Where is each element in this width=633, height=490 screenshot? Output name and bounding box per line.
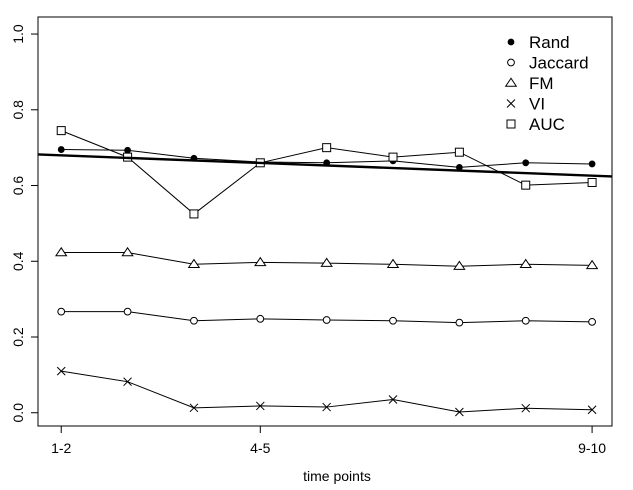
data-point-vi xyxy=(56,366,66,376)
legend-marker-jaccard xyxy=(507,58,515,67)
data-point-fm xyxy=(254,256,267,267)
data-point-fm xyxy=(453,260,466,270)
legend-label-fm: FM xyxy=(529,74,554,93)
data-point-auc xyxy=(521,180,531,190)
data-point-auc xyxy=(587,177,597,187)
legend-marker-vi xyxy=(506,99,516,108)
data-point-auc xyxy=(454,147,464,157)
legend-item-vi: VI xyxy=(506,95,545,114)
y-tick-label: 0.2 xyxy=(10,327,26,347)
plot-content xyxy=(38,126,612,417)
y-tick-label: 0.8 xyxy=(10,100,26,120)
data-point-jaccard xyxy=(588,317,596,326)
data-point-jaccard xyxy=(123,307,132,316)
data-point-fm xyxy=(320,257,333,267)
data-point-fm xyxy=(386,258,400,269)
legend-item-rand: Rand xyxy=(507,33,570,52)
plot-layer xyxy=(38,126,612,417)
x-tick-label: 4-5 xyxy=(250,440,270,456)
legend-label-jaccard: Jaccard xyxy=(529,54,589,73)
data-point-vi xyxy=(322,402,332,412)
data-point-rand xyxy=(57,146,65,153)
data-point-vi xyxy=(255,401,265,411)
series-line-vi xyxy=(61,370,593,413)
data-point-vi xyxy=(521,403,531,413)
x-tick-label: 9-10 xyxy=(578,440,606,456)
series-fm xyxy=(54,246,599,270)
data-point-jaccard xyxy=(455,318,464,327)
data-point-auc xyxy=(56,126,66,136)
legend-label-rand: Rand xyxy=(529,33,570,52)
plot-frame xyxy=(37,16,613,427)
y-tick-label: 1.0 xyxy=(10,24,26,44)
x-axis-label: time points xyxy=(303,468,371,484)
data-point-fm xyxy=(121,246,134,257)
y-tick-label: 0.6 xyxy=(10,176,26,196)
data-point-vi xyxy=(189,403,199,413)
legend-label-auc: AUC xyxy=(529,115,565,134)
data-point-fm xyxy=(585,259,599,270)
y-tick-label: 0.0 xyxy=(10,403,26,423)
x-tick-label: 1-2 xyxy=(51,440,71,456)
data-point-vi xyxy=(455,407,464,417)
data-point-rand xyxy=(455,163,463,171)
legend-marker-auc xyxy=(506,119,516,129)
data-point-jaccard xyxy=(389,316,397,325)
data-point-rand xyxy=(588,160,596,168)
data-point-jaccard xyxy=(521,316,530,325)
trend-line xyxy=(38,153,612,178)
series-vi xyxy=(56,366,597,417)
legend-item-fm: FM xyxy=(504,74,554,93)
data-point-vi xyxy=(388,395,398,404)
legend-marker-fm xyxy=(504,77,518,87)
data-point-fm xyxy=(54,246,68,257)
data-point-vi xyxy=(123,377,132,387)
legend-item-jaccard: Jaccard xyxy=(507,54,589,73)
legend-marker-rand xyxy=(507,38,515,46)
data-point-jaccard xyxy=(256,314,265,323)
data-point-auc xyxy=(189,209,199,219)
data-point-vi xyxy=(587,405,597,415)
data-point-jaccard xyxy=(190,316,198,325)
data-point-auc xyxy=(322,143,332,153)
data-point-fm xyxy=(187,258,201,269)
axes-layer: 1-2 4-5 9-10 0.0 0.2 0.4 0.6 0.8 1.0 time points xyxy=(10,16,613,484)
data-point-rand xyxy=(522,159,530,167)
legend-item-auc: AUC xyxy=(506,115,565,134)
data-point-auc xyxy=(388,152,398,162)
y-tick-label: 0.4 xyxy=(10,251,26,271)
series-jaccard xyxy=(57,307,596,327)
data-point-fm xyxy=(519,258,532,269)
legend-label-vi: VI xyxy=(529,95,545,114)
data-point-jaccard xyxy=(57,307,66,316)
data-point-rand xyxy=(124,146,131,154)
data-point-jaccard xyxy=(322,316,331,324)
